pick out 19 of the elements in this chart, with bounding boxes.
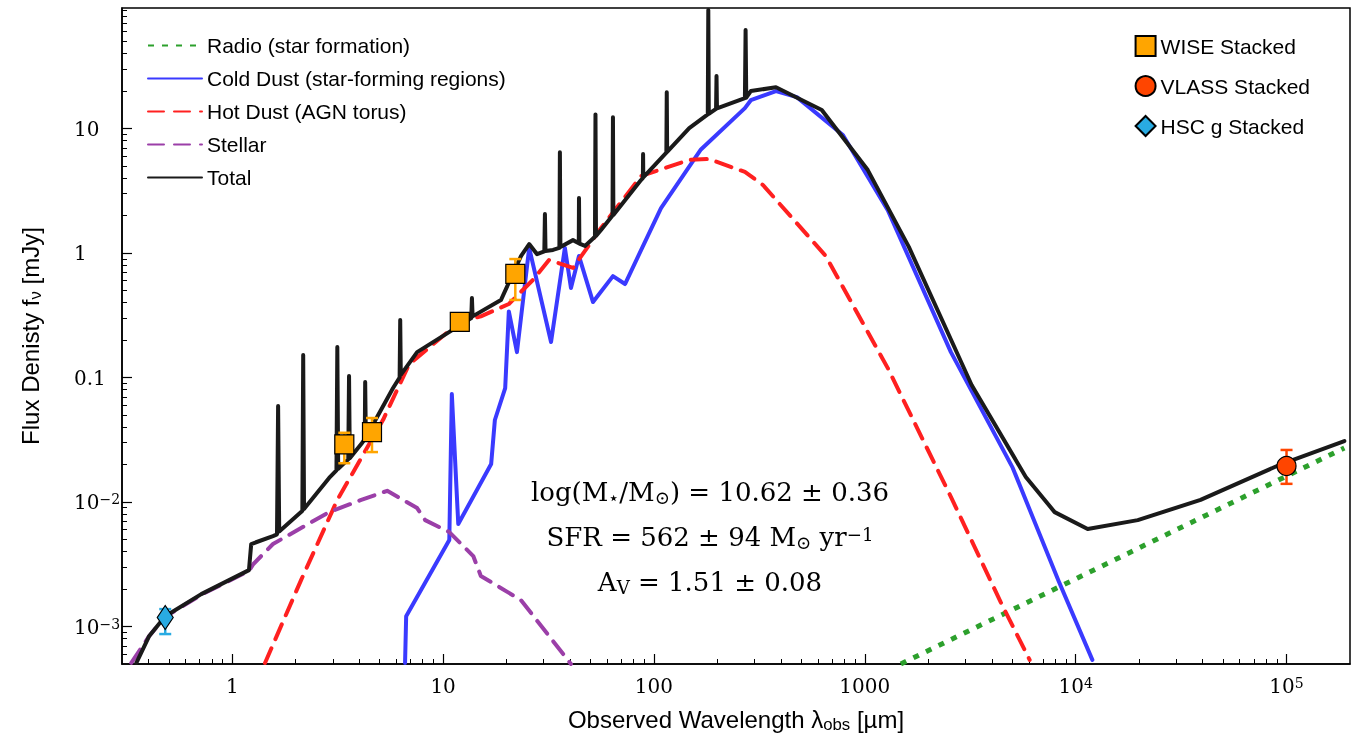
x-tick-label: 1: [225, 674, 239, 698]
legend-label: Total: [207, 166, 252, 189]
legend-label: VLASS Stacked: [1160, 74, 1310, 98]
legend-label: Cold Dust (star-forming regions): [207, 67, 506, 90]
x-tick-label: 1000: [839, 674, 891, 698]
legend-label: Stellar: [207, 133, 267, 156]
annotation: log(M⋆/M⊙) = 10.62 ± 0.36: [530, 477, 890, 508]
x-tick-label: 100: [634, 674, 674, 698]
x-tick-label: 10: [430, 674, 456, 698]
legend-label: HSC g Stacked: [1160, 114, 1305, 138]
y-tick-label: 0.1: [74, 365, 106, 390]
y-tick-label: 1: [74, 241, 87, 266]
legend-label: Hot Dust (AGN torus): [207, 100, 407, 123]
y-tick-label: 10: [74, 116, 100, 141]
y-axis-title: Flux Denisty fν [mJy]: [17, 227, 45, 445]
annotation: AV = 1.51 ± 0.08: [596, 567, 823, 598]
x-axis-title: Observed Wavelength λobs [µm]: [567, 705, 905, 734]
legend-label: Radio (star formation): [207, 34, 411, 57]
legend-label: WISE Stacked: [1160, 34, 1296, 58]
